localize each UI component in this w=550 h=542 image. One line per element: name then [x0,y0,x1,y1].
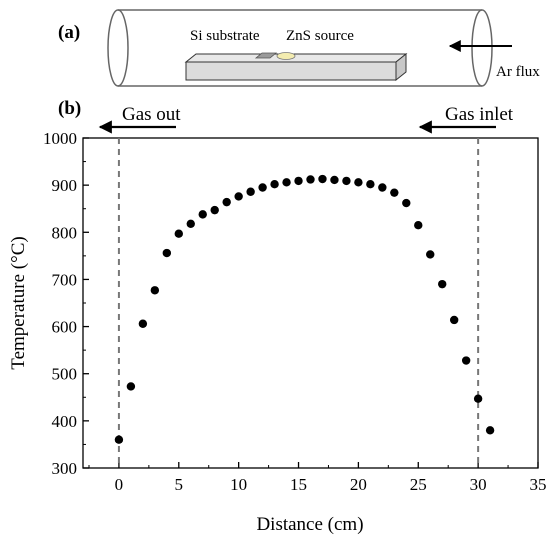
x-tick-label: 30 [470,475,487,494]
data-point [318,174,327,184]
ar-flux-label: Ar flux [496,64,540,80]
boat [184,52,408,82]
x-tick-label: 35 [530,475,547,494]
data-point [114,435,124,444]
y-tick-label: 500 [52,365,78,384]
annotations: Gas out Gas inlet [98,104,514,468]
data-point [150,286,160,295]
data-point [306,175,315,184]
data-point [378,183,387,192]
schematic: (a) Si substrate ZnS source Ar flux [58,9,540,87]
x-axis-title: Distance (cm) [256,514,363,535]
data-point [174,229,183,238]
data-point [342,176,351,186]
y-tick-label: 400 [52,412,78,431]
source-label: ZnS source [286,28,354,44]
y-axis-title: Temperature (°C) [8,236,29,369]
substrate-label: Si substrate [190,28,260,44]
data-point [461,356,471,365]
gas-inlet-label: Gas inlet [445,104,514,125]
data-point [354,178,363,187]
y-tick-label: 900 [52,176,78,195]
data-point [210,205,219,215]
x-axis: 0 5 10 15 20 25 30 35 [88,462,547,494]
data-point [270,180,279,189]
data-point [258,183,267,192]
data-point [485,426,495,435]
data-point [126,382,136,391]
data-point [234,192,243,201]
data-point [246,187,255,196]
data-point [162,248,172,258]
data-point [138,319,148,328]
x-tick-label: 15 [290,475,307,494]
y-axis: 300 400 500 600 700 800 900 1000 [43,129,89,478]
zns-source [276,52,296,60]
y-tick-label: 1000 [43,129,77,148]
data-point [426,250,435,259]
data-point [186,219,195,228]
data-point [330,175,339,185]
data-point [414,221,423,230]
y-tick-label: 800 [52,223,78,242]
y-tick-label: 300 [52,459,78,478]
si-substrate [254,52,278,59]
data-point [402,198,411,208]
data-point [366,180,375,189]
data-point [449,315,459,325]
y-tick-label: 600 [52,318,78,337]
data-point [473,394,483,403]
gas-out-label: Gas out [122,104,181,125]
data-point [198,210,207,219]
y-tick-label: 700 [52,270,78,289]
panel-a-label: (a) [58,22,80,43]
panel-b-label: (b) [58,98,81,119]
x-tick-label: 25 [410,475,427,494]
plot-frame [82,137,539,469]
data-point [282,178,291,187]
x-tick-label: 0 [115,475,124,494]
tube [107,9,493,87]
x-tick-label: 10 [230,475,247,494]
data-point [222,197,231,207]
data-point [390,188,399,197]
x-tick-label: 5 [175,475,184,494]
data-points [114,174,495,444]
data-point [438,279,447,289]
data-point [294,176,303,186]
chart: (b) 0 5 10 15 20 25 30 35 300 400 500 600 700 800 900… [8,98,547,535]
x-tick-label: 20 [350,475,367,494]
